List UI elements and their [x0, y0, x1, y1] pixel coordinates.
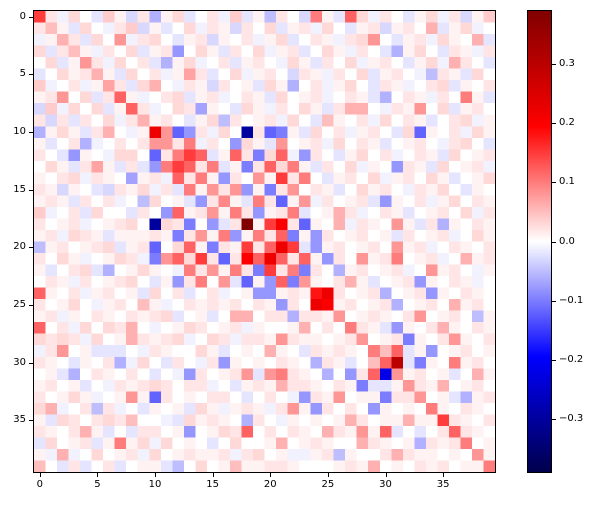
x-tick-mark — [443, 473, 445, 477]
colorbar-tick-mark — [552, 64, 556, 66]
x-tick-mark — [155, 473, 156, 477]
x-tick-mark — [385, 473, 387, 477]
colorbar-tick-mark — [552, 418, 556, 420]
colorbar-tick-mark — [552, 123, 556, 125]
y-tick-label: 35 — [13, 414, 26, 426]
colorbar-tick-mark — [552, 359, 556, 361]
x-tick-label: 10 — [148, 479, 162, 490]
x-tick-mark — [97, 473, 99, 477]
x-tick-mark — [39, 473, 41, 477]
x-tick-label: 15 — [206, 479, 219, 490]
heatmap-canvas — [34, 11, 495, 472]
colorbar-tick-mark — [552, 241, 556, 243]
colorbar-tick-label: 0.1 — [559, 176, 575, 188]
colorbar-tick-mark — [552, 182, 556, 184]
y-tick-label: 10 — [13, 126, 26, 137]
colorbar-gradient — [528, 11, 551, 472]
y-tick-mark — [29, 16, 33, 18]
x-tick-label: 20 — [263, 479, 277, 490]
x-tick-label: 5 — [94, 479, 101, 490]
colorbar-tick-label: −0.1 — [559, 294, 584, 306]
y-tick-label: 0 — [19, 10, 26, 22]
y-tick-mark — [29, 132, 33, 133]
x-tick-mark — [212, 473, 214, 477]
y-tick-mark — [29, 189, 33, 191]
x-tick-mark — [327, 473, 329, 477]
x-tick-label: 25 — [321, 479, 335, 490]
colorbar — [527, 10, 552, 473]
y-tick-mark — [29, 74, 33, 76]
y-tick-mark — [29, 304, 33, 306]
x-tick-label: 0 — [36, 479, 43, 490]
x-tick-mark — [270, 473, 272, 477]
colorbar-tick-label: 0.3 — [559, 58, 575, 70]
y-tick-label: 5 — [19, 68, 26, 80]
colorbar-tick-label: 0.0 — [559, 235, 575, 247]
x-tick-label: 30 — [379, 479, 392, 490]
x-tick-label: 35 — [436, 479, 450, 490]
plot-area — [33, 10, 496, 473]
y-tick-label: 20 — [13, 241, 26, 253]
colorbar-tick-mark — [552, 300, 556, 302]
y-tick-label: 30 — [13, 356, 26, 368]
colorbar-tick-label: −0.3 — [559, 412, 584, 424]
y-tick-mark — [29, 362, 33, 364]
colorbar-tick-label: −0.2 — [559, 353, 584, 365]
y-tick-mark — [29, 420, 33, 422]
colorbar-tick-label: 0.2 — [559, 117, 575, 129]
y-tick-mark — [29, 247, 33, 249]
y-tick-label: 25 — [13, 298, 26, 310]
y-tick-label: 15 — [13, 183, 26, 195]
